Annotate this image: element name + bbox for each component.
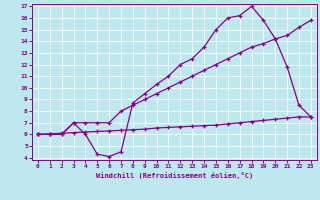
X-axis label: Windchill (Refroidissement éolien,°C): Windchill (Refroidissement éolien,°C) — [96, 172, 253, 179]
